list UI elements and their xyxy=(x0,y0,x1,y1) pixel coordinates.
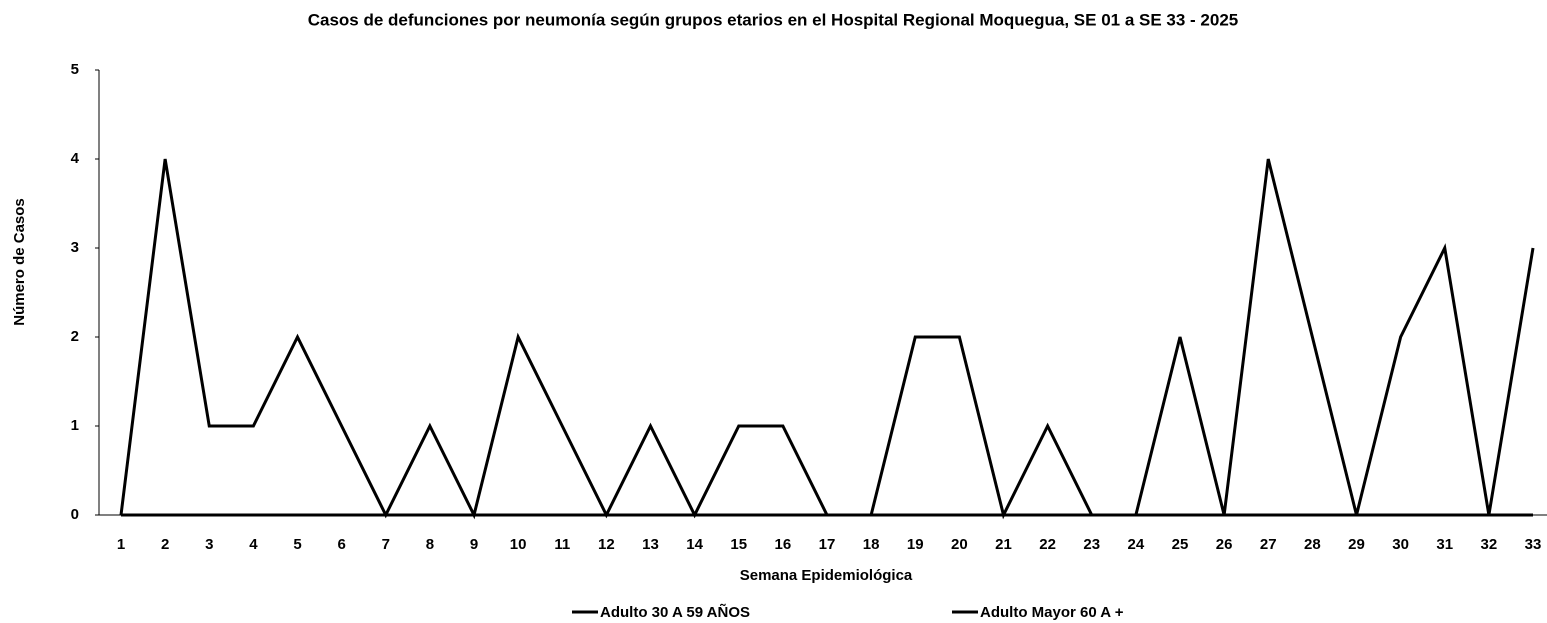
x-axis-label: Semana Epidemiológica xyxy=(740,567,913,584)
chart-title: Casos de defunciones por neumonía según … xyxy=(308,10,1239,29)
x-tick-label: 6 xyxy=(337,536,345,553)
x-tick-label: 30 xyxy=(1392,536,1409,553)
x-tick-label: 16 xyxy=(775,536,792,553)
y-tick-label: 1 xyxy=(71,417,79,434)
x-tick-label: 2 xyxy=(161,536,169,553)
x-tick-label: 11 xyxy=(554,536,570,553)
x-tick-label: 5 xyxy=(293,536,301,553)
x-tick-label: 10 xyxy=(510,536,527,553)
x-tick-label: 21 xyxy=(995,536,1012,553)
x-tick-label: 15 xyxy=(730,536,747,553)
x-tick-label: 20 xyxy=(951,536,968,553)
x-tick-label: 8 xyxy=(426,536,434,553)
x-tick-label: 13 xyxy=(642,536,659,553)
y-tick-label: 2 xyxy=(71,328,79,345)
x-tick-label: 12 xyxy=(598,536,615,553)
x-tick-label: 31 xyxy=(1436,536,1453,553)
x-tick-label: 32 xyxy=(1481,536,1498,553)
x-tick-label: 25 xyxy=(1172,536,1189,553)
y-tick-label: 5 xyxy=(71,61,79,78)
x-tick-label: 4 xyxy=(249,536,258,553)
y-tick-label: 0 xyxy=(71,506,79,523)
x-tick-label: 22 xyxy=(1039,536,1056,553)
x-tick-label: 9 xyxy=(470,536,478,553)
y-tick-label: 3 xyxy=(71,239,79,256)
x-tick-label: 33 xyxy=(1525,536,1542,553)
x-tick-label: 14 xyxy=(686,536,703,553)
x-tick-label: 18 xyxy=(863,536,880,553)
x-tick-label: 24 xyxy=(1128,536,1145,553)
x-tick-label: 19 xyxy=(907,536,924,553)
x-tick-label: 7 xyxy=(382,536,390,553)
x-tick-label: 28 xyxy=(1304,536,1321,553)
x-tick-label: 1 xyxy=(117,536,125,553)
x-tick-label: 29 xyxy=(1348,536,1365,553)
x-tick-label: 23 xyxy=(1083,536,1100,553)
x-tick-label: 26 xyxy=(1216,536,1233,553)
x-tick-label: 3 xyxy=(205,536,213,553)
series-line xyxy=(119,158,1535,520)
legend-label: Adulto Mayor 60 A + xyxy=(980,604,1124,621)
legend-label: Adulto 30 A 59 AÑOS xyxy=(600,603,750,621)
x-tick-label: 17 xyxy=(819,536,836,553)
x-tick-label: 27 xyxy=(1260,536,1277,553)
y-tick-label: 4 xyxy=(71,150,80,167)
y-axis-label: Número de Casos xyxy=(11,198,28,326)
